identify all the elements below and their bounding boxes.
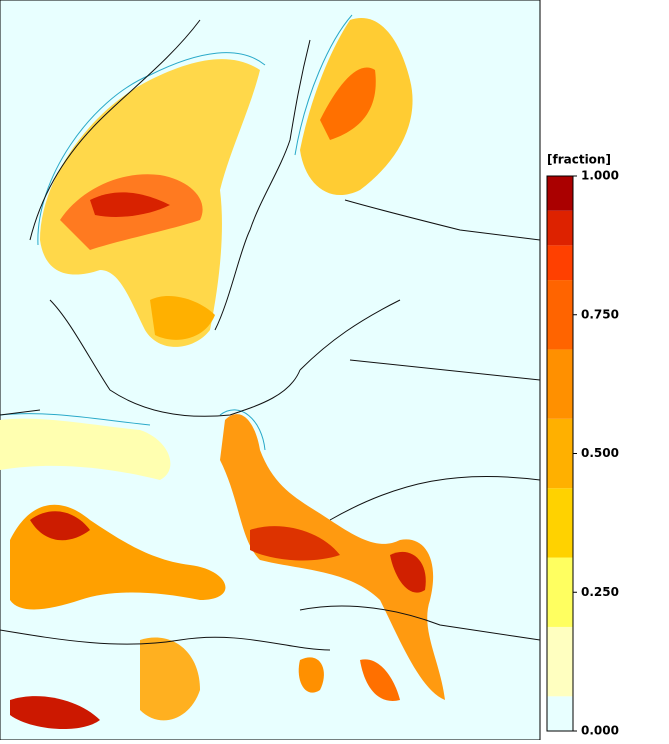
coastline <box>0 19 541 651</box>
snow-region <box>320 67 376 140</box>
colorbar-bin <box>547 488 573 558</box>
colorbar-bin <box>547 349 573 419</box>
colorbar-bin <box>547 626 573 697</box>
tick-label: 0.750 <box>581 307 619 321</box>
colorbar-bin <box>547 210 573 246</box>
snow-region <box>140 637 200 721</box>
colorbar-bin <box>547 418 573 489</box>
snow-region <box>390 551 426 593</box>
tick-label: 1.000 <box>581 169 619 183</box>
map-background <box>0 0 541 741</box>
snow-region <box>0 418 171 480</box>
tick-label: 0.000 <box>581 724 619 738</box>
snow-region <box>298 657 324 693</box>
colorbar-label: [fraction] <box>547 153 611 167</box>
tick-label: 0.250 <box>581 585 619 599</box>
snow-region <box>150 295 215 340</box>
snow-region <box>360 659 400 701</box>
snow-region <box>10 696 100 730</box>
snow-region <box>90 192 170 217</box>
colorbar-bin <box>547 696 573 731</box>
snow-region <box>30 511 90 541</box>
isoline <box>0 14 353 451</box>
snow-region <box>250 526 340 561</box>
colorbar-bin <box>547 280 573 350</box>
map <box>0 0 541 741</box>
colorbar-bin <box>547 245 573 281</box>
colorbar-bin <box>547 557 573 627</box>
tick-label: 0.500 <box>581 446 619 460</box>
colorbar-bin <box>547 176 573 211</box>
colorbar: 0.000 0.250 0.500 0.750 1.000 <box>546 169 619 738</box>
